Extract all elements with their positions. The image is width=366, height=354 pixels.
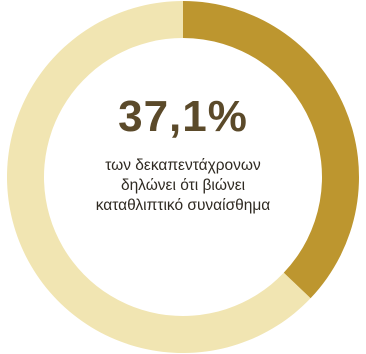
donut-slice-remainder <box>7 1 311 353</box>
caption: των δεκαπεντάχρονων δηλώνει ότι βιώνει κ… <box>83 156 283 216</box>
center-text: 37,1% των δεκαπεντάχρονων δηλώνει ότι βι… <box>83 92 283 216</box>
donut-slice-highlight <box>183 1 360 299</box>
headline-percentage: 37,1% <box>118 92 248 141</box>
caption-line-2: δηλώνει ότι βιώνει <box>120 177 246 194</box>
caption-line-3: καταθλιπτικό συναίσθημα <box>95 197 271 214</box>
caption-line-1: των δεκαπεντάχρονων <box>105 157 261 174</box>
